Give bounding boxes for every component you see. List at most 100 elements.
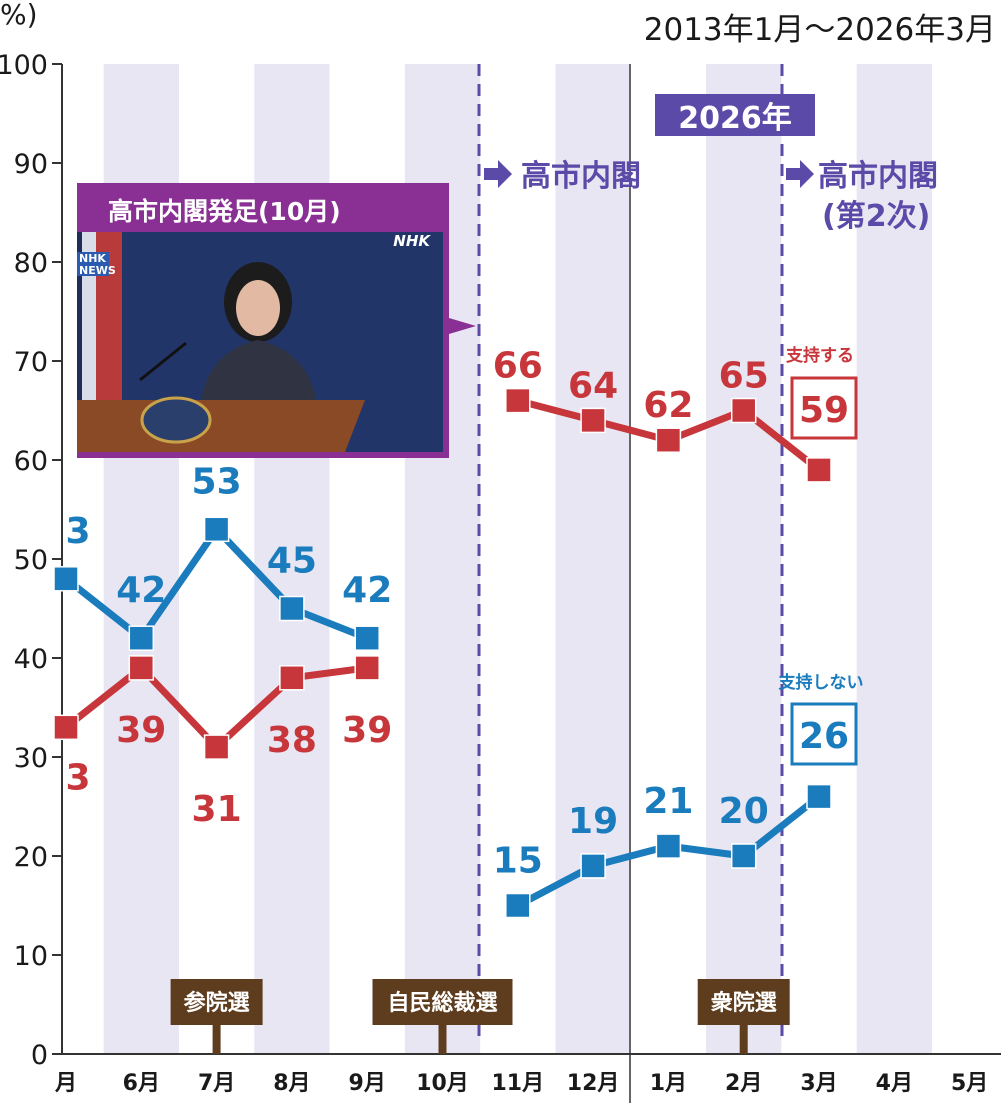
arrow-right-icon [484,160,512,188]
nonsupport-value-label: 21 [643,781,693,822]
y-tick-label: 40 [14,644,48,675]
cabinet-second-label: 高市内閣 [818,159,938,194]
event-markers: 参院選 自民総裁選 衆院選 [170,979,790,1054]
nonsupport-marker [580,853,606,879]
nonsupport-marker [53,566,79,592]
support-value-label: 31 [192,789,242,830]
event-stem [212,1025,221,1054]
y-tick-label: 80 [14,248,48,279]
month-band [706,64,782,1054]
nonsupport-latest-box [790,702,858,766]
nonsupport-value-label: 15 [493,841,543,882]
inset-title: 高市内閣発足(10月) [108,197,341,226]
nonsupport-marker [655,833,682,859]
x-tick-label: 9月 [349,1071,386,1096]
nonsupport-label: 支持しない [779,672,864,693]
y-ticks: 0 10 20 30 40 50 60 70 80 90 100 [0,50,62,1071]
y-tick-label: 10 [14,941,48,972]
y-tick-label: 70 [14,347,48,378]
support-marker [655,427,682,453]
cabinet-second-sub: (第2次) [822,199,930,234]
arrow-right-icon [786,160,814,188]
unit-label: %) [0,0,38,31]
y-tick-label: 30 [14,743,48,774]
support-value-label: 66 [493,346,543,387]
nonsupport-value-label: 19 [568,801,618,842]
event-box [372,979,513,1025]
nhk-news-logo-line1: NHK [79,252,106,265]
x-tick-label: 4月 [876,1071,913,1096]
event-label: 衆院選 [711,990,777,1016]
y-tick-label: 50 [14,545,48,576]
year-badge-label: 2026年 [678,101,792,136]
x-tick-label: 5月 [951,1071,988,1096]
podium [77,400,365,452]
month-band [555,64,631,1054]
date-range: 2013年1月～2026年3月 [644,12,996,48]
nhk-watermark: NHK [393,232,431,250]
nonsupport-latest-value: 26 [799,716,849,757]
x-tick-label: 10月 [416,1071,469,1096]
podium-emblem [140,396,212,444]
x-tick-label: 12月 [567,1071,620,1096]
support-value-label: 39 [116,710,166,751]
support-marker [354,655,380,681]
y-tick-label: 100 [0,50,48,81]
support-marker [279,665,305,691]
support-marker [730,397,757,424]
support-value-label: 64 [568,365,618,406]
support-marker [203,734,230,760]
event-label: 参院選 [184,990,250,1016]
support-value-label: 3 [65,757,90,798]
event-label: 自民総裁選 [387,990,497,1016]
support-latest-value: 59 [799,390,849,431]
inset-photo: 高市内閣発足(10月) NHK NEWS NHK [77,183,476,458]
year-badge [655,94,815,136]
event-stem [438,1025,447,1054]
support-value-label: 38 [267,720,317,761]
series-group: 3 42 53 45 42 15 19 21 20 3 39 31 38 39 66 64 62 65 [53,346,832,919]
x-tick-label: 1月 [650,1071,687,1096]
nonsupport-marker [354,625,380,651]
x-tick-label: 8月 [273,1071,310,1096]
month-band [856,64,932,1054]
x-tick-label: 2月 [725,1071,762,1096]
nonsupport-value-label: 42 [116,570,166,611]
x-tick-label: 3月 [800,1071,837,1096]
event-box [697,979,790,1025]
microphone [139,341,187,382]
cabinet-first-label: 高市内閣 [521,159,641,194]
support-marker [505,387,531,414]
support-latest-box [790,376,858,440]
nonsupport-value-label: 42 [342,570,392,611]
nonsupport-marker [203,516,230,543]
person-body [200,340,318,410]
nonsupport-marker [505,892,531,919]
event-box [170,979,263,1025]
nonsupport-value-label: 3 [65,511,90,552]
x-tick-label: 11月 [491,1071,544,1096]
cabinet-first-annotation: 高市内閣 [484,159,641,194]
nonsupport-value-label: 53 [192,461,242,502]
x-tick-label: 7月 [198,1071,235,1096]
nonsupport-marker [279,595,305,622]
support-label: 支持する [786,345,854,366]
event-stem [739,1025,748,1054]
y-tick-label: 90 [14,149,48,180]
support-marker [53,714,79,741]
y-tick-label: 20 [14,842,48,873]
nhk-news-logo-line2: NEWS [79,264,116,277]
support-value-label: 65 [719,356,769,397]
nonsupport-marker [128,625,155,651]
nonsupport-marker [730,843,757,869]
support-value-label: 39 [342,710,392,751]
nhk-news-logo [77,252,109,276]
support-marker [580,407,606,434]
support-value-label: 62 [643,385,693,426]
x-ticks: 月 6月 7月 8月 9月 10月 11月 12月 1月 2月 3月 4月 5月 [54,1071,988,1096]
cabinet-second-annotation: 高市内閣 (第2次) [786,159,938,234]
inset-pointer [449,318,476,334]
y-tick-label: 0 [31,1040,48,1071]
